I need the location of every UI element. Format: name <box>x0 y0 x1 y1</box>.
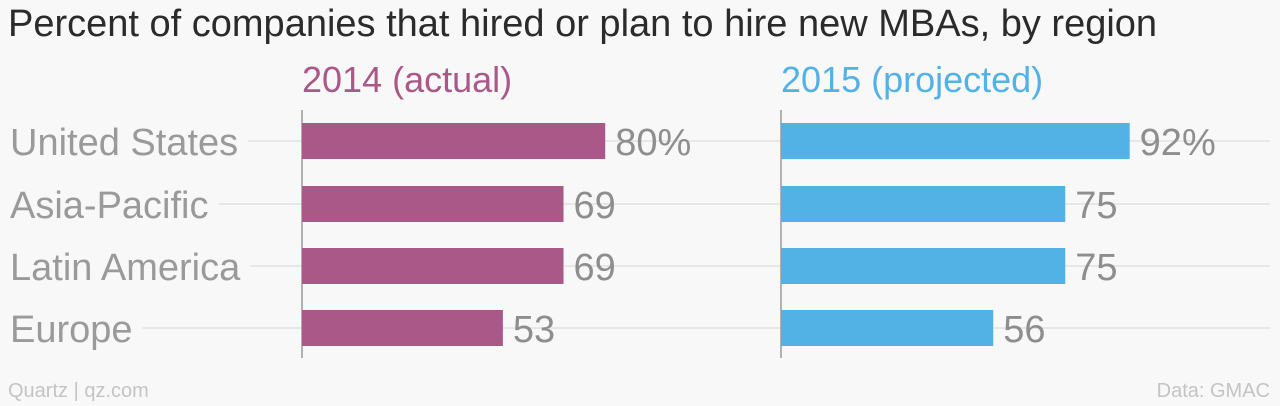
value-label: 53 <box>513 309 555 351</box>
chart-panels: 2014 (actual) 80% 69 69 53 2015 (projected) 92… <box>301 59 1216 358</box>
source-label: Data: GMAC <box>1157 380 1270 402</box>
grid-lines <box>142 140 1270 329</box>
chart-title: Percent of companies that hired or plan … <box>8 3 1157 45</box>
credit-label: Quartz | qz.com <box>8 380 149 402</box>
category-label: Europe <box>10 309 133 351</box>
series-title: 2014 (actual) <box>302 59 512 100</box>
bar <box>302 123 606 159</box>
series-title: 2015 (projected) <box>781 59 1043 100</box>
value-label: 92% <box>1140 122 1216 164</box>
category-label: United States <box>10 122 238 164</box>
bar <box>781 310 994 346</box>
bar <box>302 310 503 346</box>
value-label: 80% <box>615 122 691 164</box>
category-label: Latin America <box>10 247 241 289</box>
value-label: 75 <box>1075 185 1117 227</box>
bar <box>302 186 564 222</box>
bar <box>781 123 1130 159</box>
value-label: 56 <box>1003 309 1045 351</box>
bar <box>302 248 564 284</box>
category-labels: United States Asia-Pacific Latin America Eu… <box>10 122 241 351</box>
value-label: 75 <box>1075 247 1117 289</box>
category-label: Asia-Pacific <box>10 185 209 227</box>
series-panel: 2014 (actual) 80% 69 69 53 <box>301 59 691 358</box>
bar <box>781 186 1066 222</box>
bar <box>781 248 1066 284</box>
series-panel: 2015 (projected) 92% 75 75 56 <box>780 59 1216 358</box>
value-label: 69 <box>574 247 616 289</box>
value-label: 69 <box>574 185 616 227</box>
